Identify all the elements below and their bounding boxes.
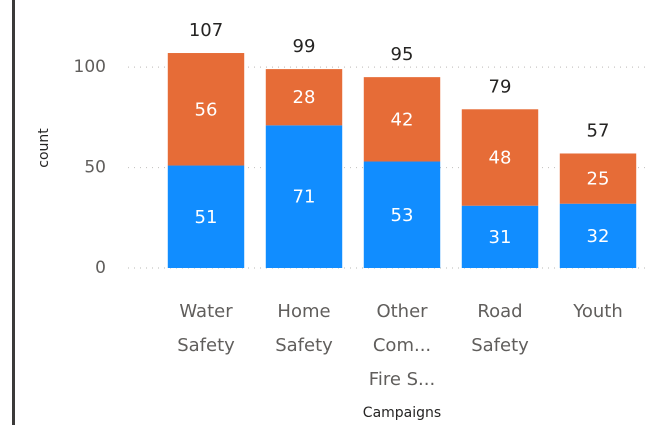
x-tick-label: Youth	[572, 301, 623, 322]
data-label: 51	[195, 207, 218, 228]
y-axis-title: count	[36, 128, 52, 168]
x-tick-label: Safety	[471, 335, 529, 356]
x-tick-label: Home	[277, 301, 330, 322]
bar-segment	[559, 153, 637, 204]
data-label: 31	[489, 227, 512, 248]
data-label: 56	[195, 99, 218, 120]
bar-segment	[363, 77, 441, 162]
bar-segment	[461, 205, 539, 268]
x-tick-label: Safety	[177, 335, 235, 356]
data-label: 25	[587, 169, 610, 190]
total-label: 95	[391, 44, 414, 65]
panel-border	[12, 0, 15, 425]
x-tick-label: Com...	[373, 335, 431, 356]
bar-segment	[363, 161, 441, 268]
data-label: 48	[489, 148, 512, 169]
bar-segment	[559, 203, 637, 268]
data-label: 71	[293, 187, 316, 208]
x-tick-label: Other	[376, 301, 428, 322]
y-tick-label: 100	[74, 57, 106, 77]
total-label: 99	[293, 36, 316, 57]
x-tick-label: Fire S...	[369, 369, 435, 390]
y-tick-label: 50	[84, 158, 106, 178]
data-label: 32	[587, 226, 610, 247]
bar-segment	[265, 125, 343, 268]
x-tick-label: Safety	[275, 335, 333, 356]
total-label: 107	[189, 20, 223, 41]
x-axis-title: Campaigns	[363, 405, 441, 421]
data-label: 42	[391, 109, 414, 130]
bar-segment	[265, 69, 343, 126]
bar-segment	[167, 165, 245, 268]
data-label: 28	[293, 87, 316, 108]
data-label: 53	[391, 205, 414, 226]
bar-segment	[461, 109, 539, 206]
x-tick-label: Water	[179, 301, 233, 322]
x-tick-label: Road	[477, 301, 522, 322]
total-label: 79	[489, 76, 512, 97]
bar-segment	[167, 53, 245, 166]
total-label: 57	[587, 120, 610, 141]
y-tick-label: 0	[95, 258, 106, 278]
